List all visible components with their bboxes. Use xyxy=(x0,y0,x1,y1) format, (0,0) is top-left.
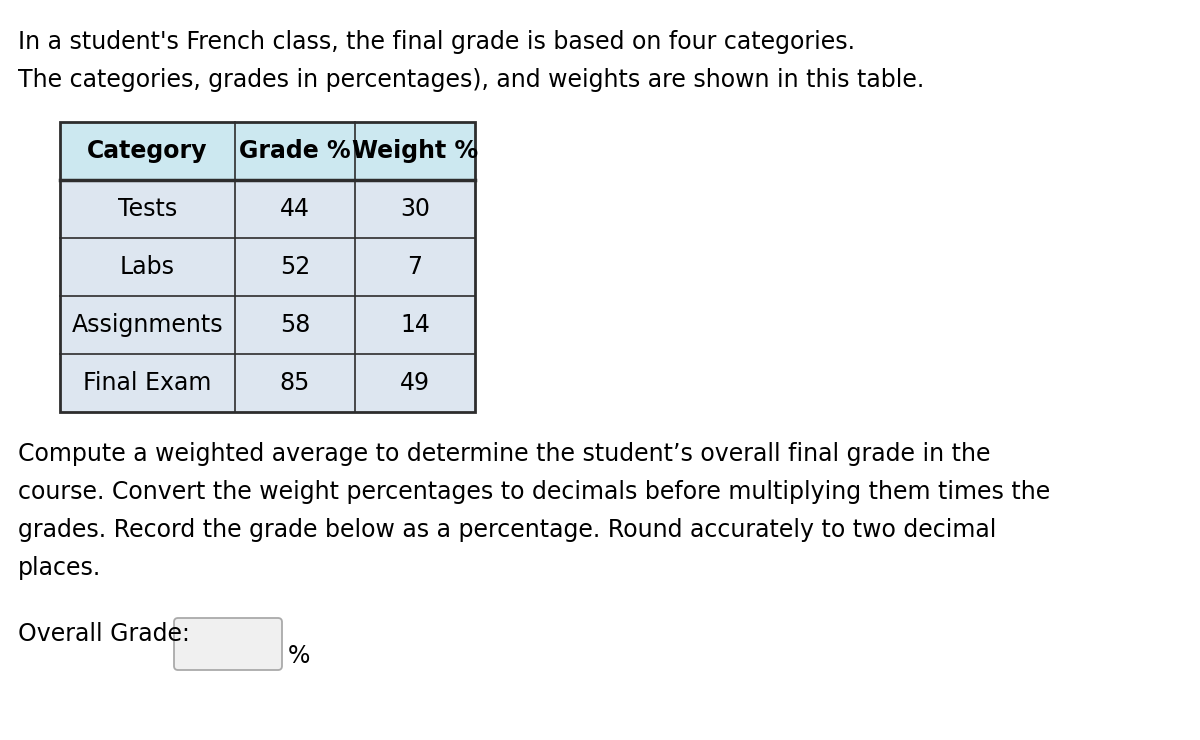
Bar xyxy=(60,238,235,296)
Text: The categories, grades in percentages), and weights are shown in this table.: The categories, grades in percentages), … xyxy=(18,68,924,92)
Text: %: % xyxy=(288,644,311,668)
Text: 58: 58 xyxy=(280,313,310,337)
Text: 44: 44 xyxy=(280,197,310,221)
Text: Tests: Tests xyxy=(118,197,178,221)
Bar xyxy=(355,296,475,354)
Bar xyxy=(60,354,235,412)
Bar xyxy=(235,180,355,238)
Text: 49: 49 xyxy=(400,371,430,395)
Text: 52: 52 xyxy=(280,255,310,279)
Text: 85: 85 xyxy=(280,371,310,395)
FancyBboxPatch shape xyxy=(174,618,282,670)
Text: 7: 7 xyxy=(408,255,422,279)
Text: places.: places. xyxy=(18,556,101,580)
Bar xyxy=(235,354,355,412)
Text: Final Exam: Final Exam xyxy=(83,371,211,395)
Text: 14: 14 xyxy=(400,313,430,337)
Bar xyxy=(355,122,475,180)
Bar xyxy=(235,122,355,180)
Bar xyxy=(355,180,475,238)
Bar xyxy=(235,238,355,296)
Bar xyxy=(60,180,235,238)
Bar xyxy=(60,296,235,354)
Bar xyxy=(60,122,235,180)
Text: Labs: Labs xyxy=(120,255,175,279)
Text: Overall Grade:: Overall Grade: xyxy=(18,622,190,646)
Text: In a student's French class, the final grade is based on four categories.: In a student's French class, the final g… xyxy=(18,30,854,54)
Text: Assignments: Assignments xyxy=(72,313,223,337)
Text: Grade %: Grade % xyxy=(239,139,350,163)
Text: Weight %: Weight % xyxy=(352,139,478,163)
Bar xyxy=(355,238,475,296)
Text: course. Convert the weight percentages to decimals before multiplying them times: course. Convert the weight percentages t… xyxy=(18,480,1050,504)
Bar xyxy=(235,296,355,354)
Text: Category: Category xyxy=(88,139,208,163)
Text: 30: 30 xyxy=(400,197,430,221)
Bar xyxy=(60,122,475,412)
Bar xyxy=(355,354,475,412)
Text: Compute a weighted average to determine the student’s overall final grade in the: Compute a weighted average to determine … xyxy=(18,442,990,466)
Text: grades. Record the grade below as a percentage. Round accurately to two decimal: grades. Record the grade below as a perc… xyxy=(18,518,996,542)
